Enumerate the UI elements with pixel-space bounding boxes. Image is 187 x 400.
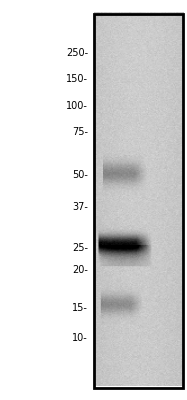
Text: 50-: 50- <box>72 170 88 180</box>
Bar <box>94 14 183 388</box>
Text: 150-: 150- <box>66 74 88 84</box>
Text: 100-: 100- <box>66 101 88 111</box>
Text: 15-: 15- <box>72 302 88 312</box>
Text: 10-: 10- <box>72 332 88 342</box>
Text: 20-: 20- <box>72 265 88 275</box>
Text: 37-: 37- <box>72 202 88 212</box>
Text: 25-: 25- <box>72 243 88 253</box>
Text: 75-: 75- <box>72 127 88 137</box>
Text: 250-: 250- <box>66 48 88 58</box>
